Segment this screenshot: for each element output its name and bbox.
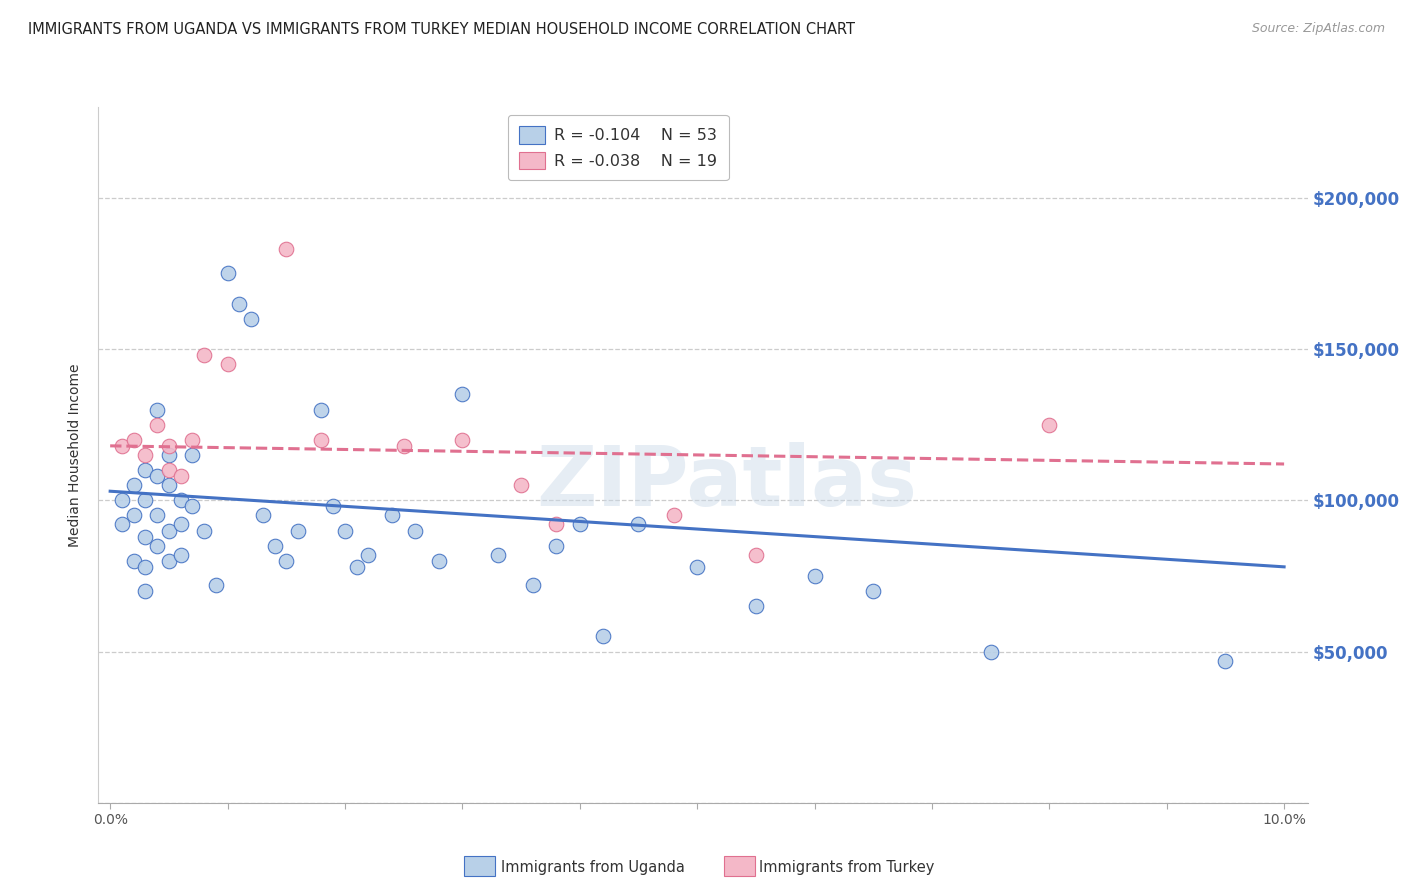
Point: [169, 517, 191, 532]
Text: Immigrants from Turkey: Immigrants from Turkey: [759, 860, 935, 874]
Point: [803, 569, 825, 583]
Point: [546, 517, 568, 532]
Point: [157, 448, 180, 462]
Point: [404, 524, 426, 538]
Point: [592, 629, 614, 643]
Point: [745, 599, 768, 614]
Point: [157, 439, 180, 453]
Point: [546, 539, 568, 553]
Point: [146, 469, 169, 483]
Point: [111, 493, 134, 508]
Point: [240, 311, 263, 326]
Point: [510, 478, 533, 492]
Y-axis label: Median Household Income: Median Household Income: [69, 363, 83, 547]
Point: [181, 448, 204, 462]
Point: [346, 559, 368, 574]
Point: [217, 267, 239, 281]
Point: [451, 387, 474, 401]
Text: Immigrants from Uganda: Immigrants from Uganda: [501, 860, 685, 874]
Point: [169, 469, 191, 483]
Point: [181, 433, 204, 447]
Text: IMMIGRANTS FROM UGANDA VS IMMIGRANTS FROM TURKEY MEDIAN HOUSEHOLD INCOME CORRELA: IMMIGRANTS FROM UGANDA VS IMMIGRANTS FRO…: [28, 22, 855, 37]
Point: [263, 539, 285, 553]
Point: [157, 524, 180, 538]
Text: Source: ZipAtlas.com: Source: ZipAtlas.com: [1251, 22, 1385, 36]
Point: [122, 433, 145, 447]
Point: [122, 554, 145, 568]
Point: [134, 493, 156, 508]
Point: [134, 559, 156, 574]
Point: [333, 524, 356, 538]
Point: [252, 508, 274, 523]
Point: [745, 548, 768, 562]
Point: [169, 548, 191, 562]
Point: [146, 417, 169, 432]
Point: [157, 554, 180, 568]
Point: [427, 554, 450, 568]
Point: [146, 508, 169, 523]
Point: [157, 478, 180, 492]
Point: [1038, 417, 1060, 432]
Point: [311, 402, 333, 417]
Point: [122, 478, 145, 492]
Point: [276, 242, 298, 256]
Point: [217, 357, 239, 371]
Point: [276, 554, 298, 568]
Point: [146, 402, 169, 417]
Point: [134, 530, 156, 544]
Point: [1215, 654, 1237, 668]
Point: [287, 524, 309, 538]
Point: [111, 439, 134, 453]
Point: [134, 463, 156, 477]
Point: [451, 433, 474, 447]
Point: [181, 500, 204, 514]
Point: [169, 493, 191, 508]
Point: [311, 433, 333, 447]
Point: [193, 348, 215, 362]
Point: [381, 508, 404, 523]
Point: [157, 463, 180, 477]
Point: [122, 508, 145, 523]
Legend: R = -0.104    N = 53, R = -0.038    N = 19: R = -0.104 N = 53, R = -0.038 N = 19: [508, 115, 728, 180]
Point: [862, 584, 884, 599]
Point: [134, 448, 156, 462]
Point: [686, 559, 709, 574]
Point: [980, 644, 1002, 658]
Point: [357, 548, 380, 562]
Point: [228, 296, 250, 310]
Point: [662, 508, 685, 523]
Point: [392, 439, 415, 453]
Point: [111, 517, 134, 532]
Point: [146, 539, 169, 553]
Point: [568, 517, 591, 532]
Text: ZIPatlas: ZIPatlas: [537, 442, 918, 524]
Point: [322, 500, 344, 514]
Point: [486, 548, 509, 562]
Point: [134, 584, 156, 599]
Point: [522, 578, 544, 592]
Point: [193, 524, 215, 538]
Point: [627, 517, 650, 532]
Point: [204, 578, 226, 592]
